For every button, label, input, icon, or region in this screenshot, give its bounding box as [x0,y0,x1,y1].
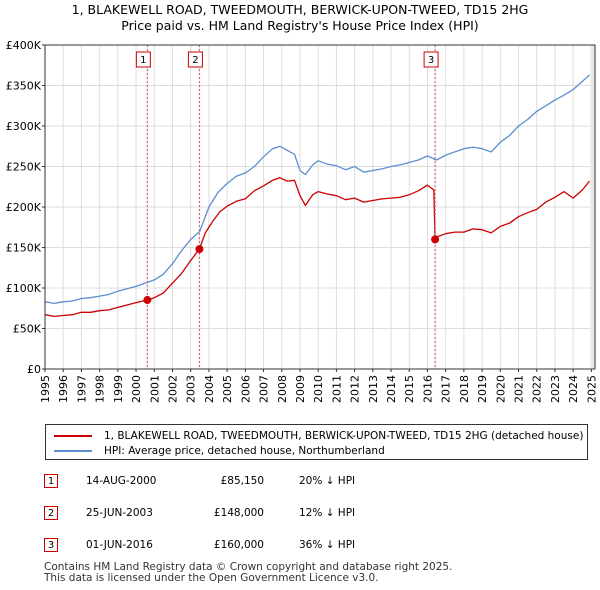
chart-title-line-1: 1, BLAKEWELL ROAD, TWEEDMOUTH, BERWICK-U… [71,2,529,17]
x-tick-label: 2025 [585,375,598,403]
x-tick-label: 1997 [75,375,88,403]
series-line-hpi [44,74,590,305]
legend-swatch-property [54,435,92,437]
x-tick-label: 2009 [294,375,307,403]
transaction-label: 2 [192,55,198,66]
transaction-hpi-diff: 20% ↓ HPI [299,475,356,487]
transaction-label-box [187,51,203,68]
x-tick-label: 2023 [549,375,562,403]
y-tick-label: £400K [6,39,42,52]
chart-title-line-2: Price paid vs. HM Land Registry's House … [121,18,479,33]
x-tick-label: 2020 [494,375,507,403]
x-tick-label: 2013 [367,375,380,403]
x-tick-label: 2003 [185,375,198,403]
x-tick-label: 2018 [458,375,471,403]
latest-data-band [590,45,595,369]
x-tick-label: 2021 [513,375,526,403]
transaction-hpi-diff: 36% ↓ HPI [299,539,356,551]
sale-point [143,296,152,305]
transaction-date: 14-AUG-2000 [86,475,157,487]
transaction-price: £148,000 [213,507,264,519]
y-axis: £0 £50K £100K £150K £200K £250K £300K £350K £400… [6,39,45,376]
x-tick-label: 2012 [349,375,362,403]
transaction-row: 2 25-JUN-2003 £148,000 12% ↓ HPI [44,506,464,522]
transaction-price: £85,150 [220,475,264,487]
y-tick-label: £150K [6,242,42,255]
transaction-date: 25-JUN-2003 [86,507,153,519]
y-tick-label: £300K [6,120,42,133]
transaction-hpi-diff: 12% ↓ HPI [299,507,356,519]
x-tick-label: 2001 [148,375,161,403]
y-tick-label: £250K [6,161,42,174]
y-tick-label: £50K [13,323,42,336]
footer-line-1: Contains HM Land Registry data © Crown c… [44,561,453,573]
transaction-label-box [135,51,151,68]
transaction-number: 2 [44,506,58,520]
transaction-number: 3 [44,538,58,552]
y-tick-label: £200K [6,201,42,214]
x-tick-label: 2017 [440,375,453,403]
y-tick-label: £0 [27,363,41,376]
x-tick-label: 2008 [276,375,289,403]
x-tick-label: 2000 [130,375,143,403]
x-tick-label: 2024 [567,375,580,403]
legend-item-property: 1, BLAKEWELL ROAD, TWEEDMOUTH, BERWICK-U… [54,429,583,443]
chart-grid [44,44,595,370]
sale-point [195,245,204,254]
transaction-label: 3 [428,55,434,66]
plot-frame [44,44,596,370]
x-tick-label: 2004 [203,375,216,403]
price-chart: £0 £50K £100K £150K £200K £250K £300K £350K £400… [6,39,599,403]
x-tick-label: 2011 [330,375,343,403]
x-tick-label: 1998 [94,375,107,403]
legend-label-hpi: HPI: Average price, detached house, Nort… [104,445,385,457]
x-tick-label: 1995 [39,375,52,403]
transaction-label: 1 [140,55,146,66]
chart-title: 1, BLAKEWELL ROAD, TWEEDMOUTH, BERWICK-U… [0,2,600,34]
x-tick-label: 2019 [476,375,489,403]
transaction-number: 1 [44,474,58,488]
footer-note: Contains HM Land Registry data © Crown c… [44,562,452,584]
transaction-row: 3 01-JUN-2016 £160,000 36% ↓ HPI [44,538,464,554]
legend: 1, BLAKEWELL ROAD, TWEEDMOUTH, BERWICK-U… [45,424,588,460]
x-axis: 1995 1996 1997 1998 1999 2000 2001 2002 2003 2004… [39,369,598,403]
footer-line-2: This data is licensed under the Open Gov… [44,572,379,584]
transaction-label-box [423,51,439,68]
legend-swatch-hpi [54,450,92,452]
x-tick-label: 2005 [221,375,234,403]
x-tick-label: 2007 [258,375,271,403]
x-tick-label: 2015 [403,375,416,403]
transaction-price: £160,000 [213,539,264,551]
x-tick-label: 1999 [112,375,125,403]
legend-label-property: 1, BLAKEWELL ROAD, TWEEDMOUTH, BERWICK-U… [104,430,584,442]
y-tick-label: £350K [6,80,42,93]
legend-item-hpi: HPI: Average price, detached house, Nort… [54,444,385,458]
x-tick-label: 2010 [312,375,325,403]
x-tick-label: 1996 [57,375,70,403]
sale-point [431,235,440,244]
x-tick-label: 2016 [421,375,434,403]
y-tick-label: £100K [6,282,42,295]
transaction-row: 1 14-AUG-2000 £85,150 20% ↓ HPI [44,474,464,490]
x-tick-label: 2014 [385,375,398,403]
x-tick-label: 2006 [239,375,252,403]
transaction-markers: 1 2 3 [135,45,440,369]
x-tick-label: 2022 [531,375,544,403]
transaction-date: 01-JUN-2016 [86,539,153,551]
x-tick-label: 2002 [166,375,179,403]
